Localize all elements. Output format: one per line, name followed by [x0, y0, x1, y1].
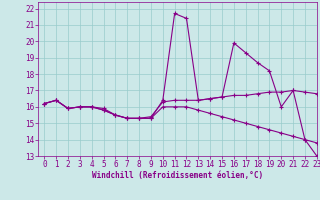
X-axis label: Windchill (Refroidissement éolien,°C): Windchill (Refroidissement éolien,°C): [92, 171, 263, 180]
